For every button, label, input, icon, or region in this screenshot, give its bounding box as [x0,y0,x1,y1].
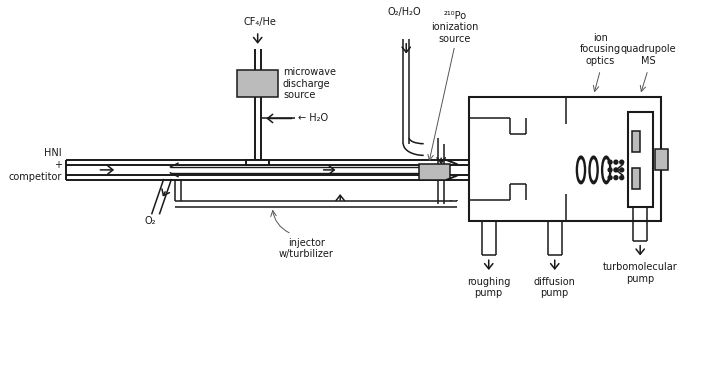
Text: injector
w/turbilizer: injector w/turbilizer [278,238,334,259]
Ellipse shape [577,156,585,183]
Text: quadrupole
MS: quadrupole MS [620,44,676,66]
Text: roughing
pump: roughing pump [467,277,510,298]
Text: HNI
+
competitor: HNI + competitor [8,148,62,182]
Circle shape [614,160,618,164]
Circle shape [608,160,612,164]
Ellipse shape [602,156,611,183]
Circle shape [608,176,612,180]
Text: ion
focusing
optics: ion focusing optics [580,33,621,66]
Text: microwave
discharge
source: microwave discharge source [283,67,336,100]
Bar [246,160,269,165]
Ellipse shape [603,159,609,180]
Text: turbomolecular
pump: turbomolecular pump [603,262,678,284]
Ellipse shape [578,159,584,180]
Bar [632,168,640,189]
Circle shape [608,168,612,172]
Text: diffusion
pump: diffusion pump [534,277,576,298]
Bar [419,164,450,180]
Circle shape [614,176,618,180]
Ellipse shape [589,156,598,183]
Text: O₂/H₂O: O₂/H₂O [387,7,421,17]
Bar [632,131,640,153]
Bar [470,97,661,221]
Ellipse shape [590,159,596,180]
Circle shape [620,168,624,172]
Circle shape [620,160,624,164]
Circle shape [620,176,624,180]
Text: ← H₂O: ← H₂O [299,113,329,124]
Bar [655,148,668,170]
Circle shape [614,168,618,172]
Bar [627,112,653,207]
Text: ²¹⁰Po
ionization
source: ²¹⁰Po ionization source [431,10,478,44]
Text: O₂: O₂ [144,215,156,225]
Text: CF₄/He: CF₄/He [244,17,276,27]
Bar [237,70,278,97]
